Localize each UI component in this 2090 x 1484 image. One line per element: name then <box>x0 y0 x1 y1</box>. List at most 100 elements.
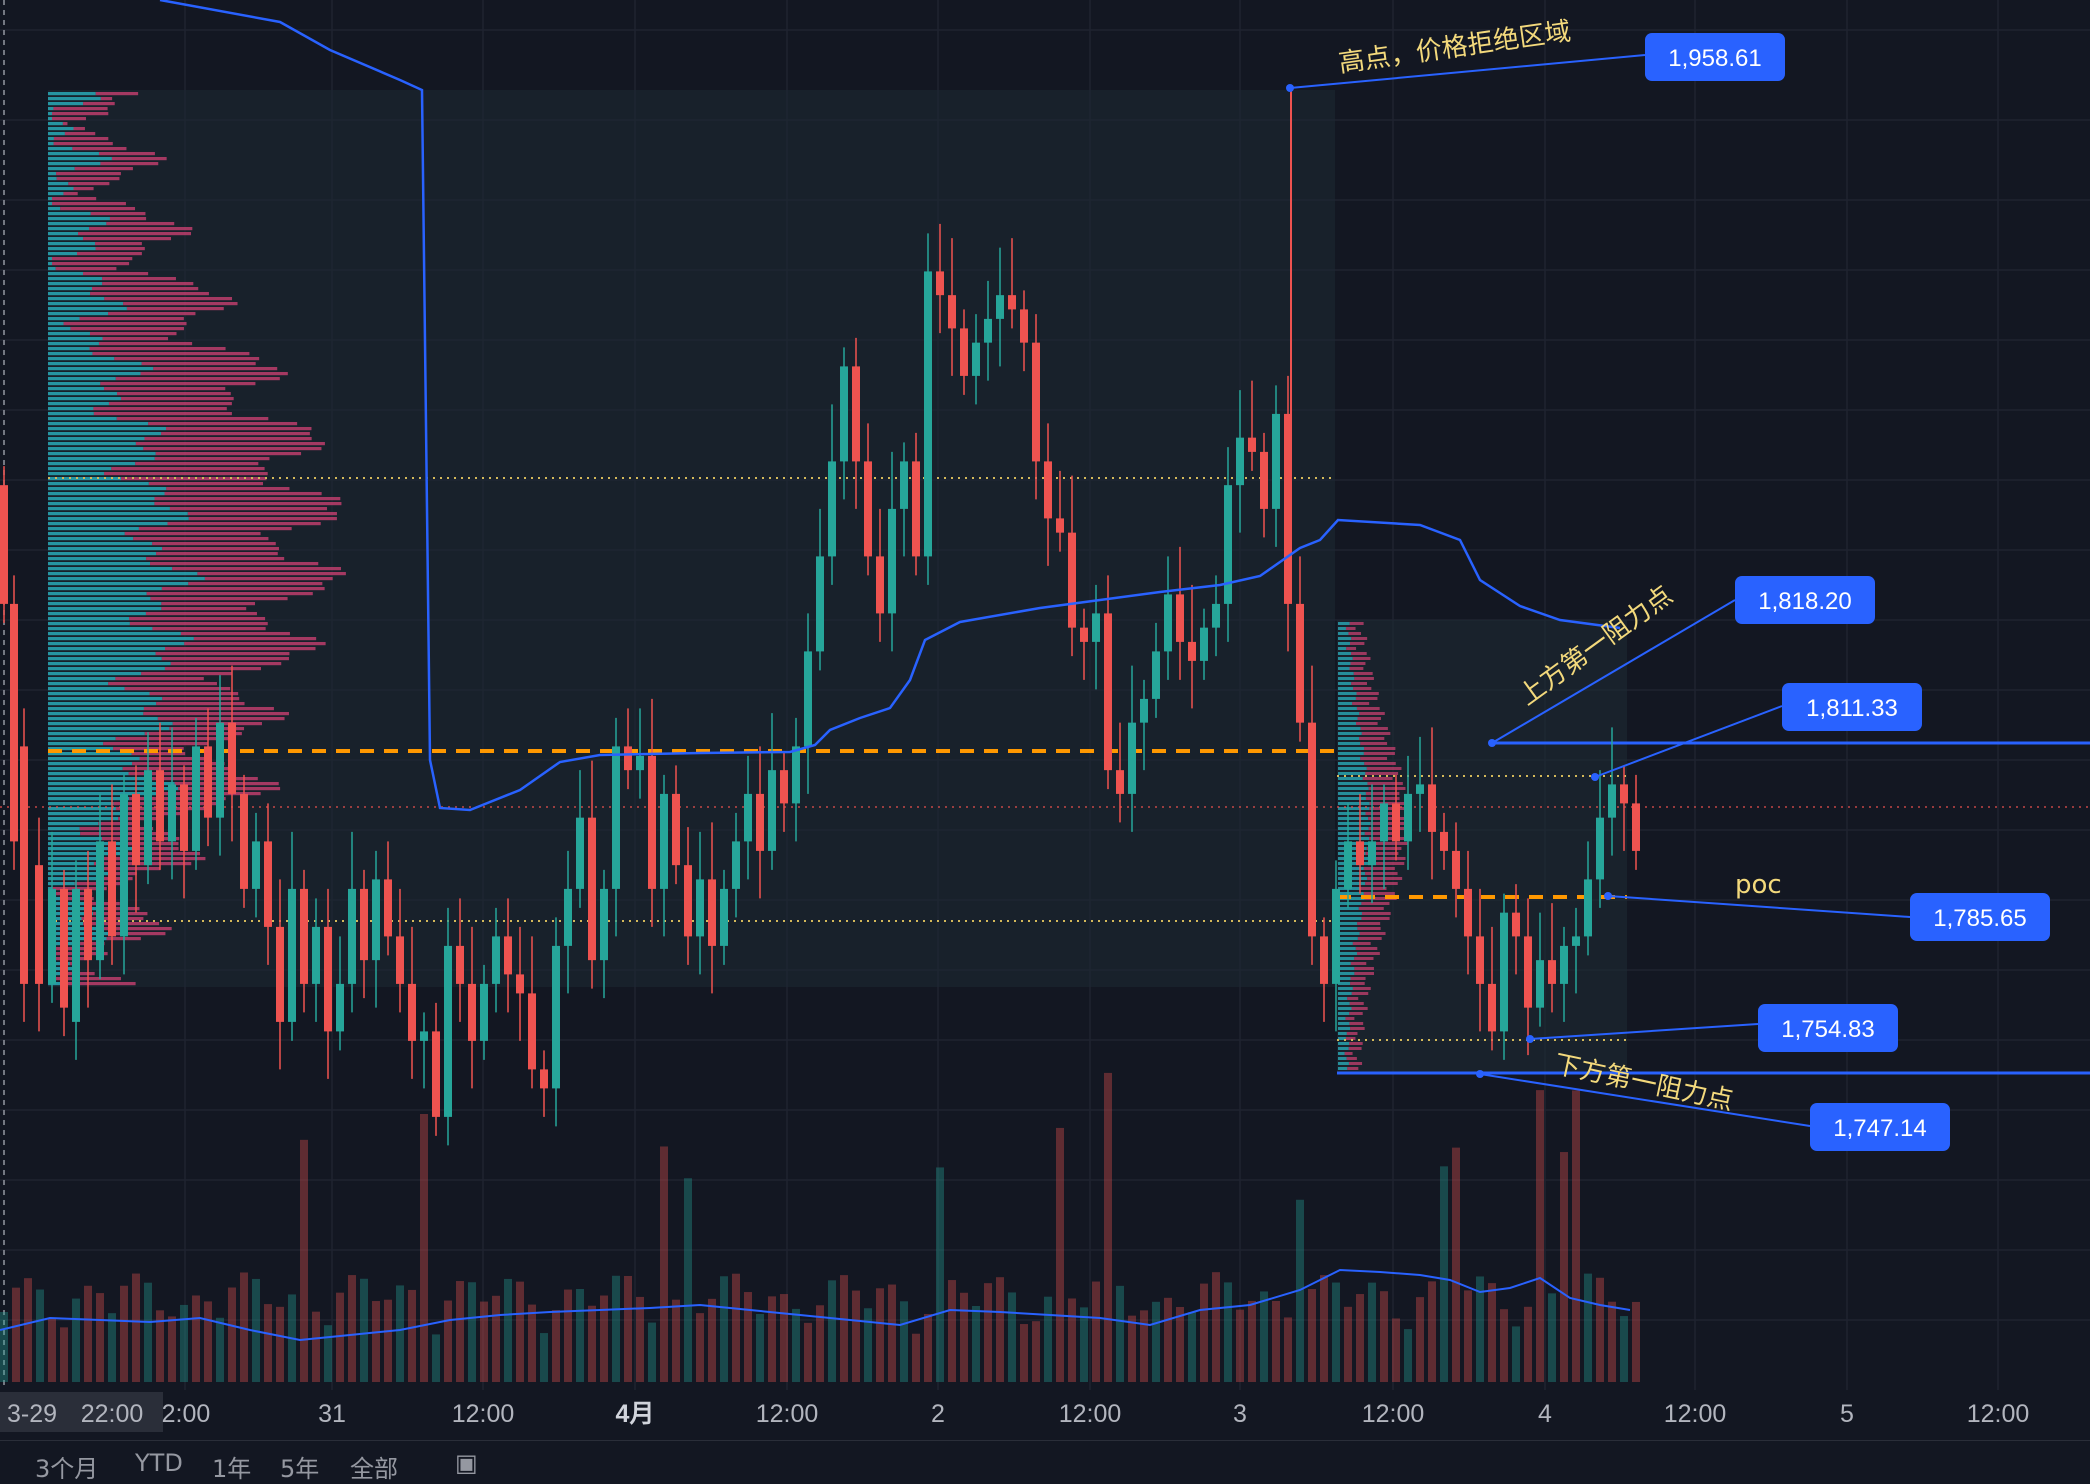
volume-bar <box>84 1285 92 1382</box>
candle <box>1536 912 1544 1027</box>
vp-bar <box>108 312 196 316</box>
vp-bar <box>153 367 278 371</box>
candle <box>1284 375 1292 652</box>
vp-bar <box>1338 777 1363 780</box>
candle <box>1332 860 1340 1032</box>
candle <box>336 936 344 1051</box>
time-tick-label: 22:00 <box>81 1400 144 1428</box>
vp-bar <box>1338 622 1350 625</box>
candle <box>768 713 776 870</box>
vp-bar <box>1338 857 1369 860</box>
vp-bar <box>48 542 153 546</box>
vp-bar <box>48 312 109 316</box>
vp-bar <box>48 757 140 761</box>
vp-bar <box>1365 792 1400 795</box>
vp-bar <box>102 337 169 341</box>
vp-bar <box>161 602 256 606</box>
candle <box>1416 736 1424 832</box>
vp-bar <box>48 722 173 726</box>
vp-bar <box>48 482 149 486</box>
vp-bar <box>53 142 113 146</box>
vp-bar <box>48 367 154 371</box>
vp-bar <box>48 692 150 696</box>
volume-bar <box>204 1301 212 1382</box>
candle <box>1308 665 1316 965</box>
candle <box>324 888 332 1079</box>
vp-bar <box>108 402 232 406</box>
vp-bar <box>113 802 219 806</box>
vp-bar <box>1355 947 1378 950</box>
range-all-button[interactable]: 全部 <box>350 1455 398 1483</box>
price-label: 1,818.20 <box>1735 576 1875 624</box>
vp-bar <box>48 772 129 776</box>
vp-bar <box>48 677 116 681</box>
vp-bar <box>53 107 108 111</box>
vp-bar <box>1338 742 1361 745</box>
candle <box>288 831 296 1041</box>
candle <box>864 423 872 576</box>
volume-bar <box>1272 1300 1280 1382</box>
vp-bar <box>157 717 285 721</box>
vp-bar <box>48 567 173 571</box>
vp-bar <box>1360 757 1388 760</box>
vp-bar <box>1338 672 1354 675</box>
range-1y-button[interactable]: 1年 <box>212 1455 252 1483</box>
candle <box>252 812 260 918</box>
vp-bar <box>1338 847 1367 850</box>
vp-bar <box>100 382 256 386</box>
calendar-icon[interactable]: ▣ <box>455 1449 478 1477</box>
range-5y-button[interactable]: 5年 <box>280 1455 320 1483</box>
vp-bar <box>48 282 103 286</box>
vp-bar <box>89 332 177 336</box>
volume-bar <box>1236 1309 1244 1382</box>
vp-bar <box>150 597 288 601</box>
vp-bar <box>150 562 319 566</box>
vp-bar <box>1338 1057 1347 1060</box>
time-tick-label: 3 <box>1233 1400 1247 1428</box>
volume-bar <box>696 1313 704 1382</box>
vp-bar <box>146 592 313 596</box>
vp-bar <box>1348 1047 1362 1050</box>
vp-bar <box>164 492 322 496</box>
volume-bar <box>72 1298 80 1382</box>
vp-bar <box>1338 907 1359 910</box>
vp-bar <box>52 257 133 261</box>
vp-bar <box>98 822 136 826</box>
volume-bar <box>24 1278 32 1382</box>
vp-bar <box>1338 717 1358 720</box>
volume-bar <box>408 1289 416 1382</box>
vp-bar <box>48 882 75 886</box>
vp-bar <box>52 262 130 266</box>
volume-bar <box>1140 1310 1148 1382</box>
vp-bar <box>1356 707 1380 710</box>
candle <box>156 722 164 870</box>
range-ytd-button[interactable]: YTD <box>135 1449 183 1477</box>
vp-bar <box>48 512 188 516</box>
candle <box>1452 822 1460 918</box>
price-chart[interactable]: 1,958.61 1,818.20 1,811.33 1,785.65 1,754.83… <box>0 0 2090 1440</box>
vp-bar <box>1338 922 1358 925</box>
range-3m-button[interactable]: 3个月 <box>35 1455 99 1483</box>
vp-bar <box>1351 1007 1368 1010</box>
volume-bar <box>684 1178 692 1382</box>
vp-bar <box>48 402 109 406</box>
volume-bar <box>540 1333 548 1382</box>
vp-bar <box>1361 917 1390 920</box>
volume-bar <box>1356 1294 1364 1382</box>
vp-bar <box>1357 922 1381 925</box>
vp-bar <box>48 747 114 751</box>
volume-bar <box>708 1298 716 1382</box>
vp-bar <box>48 832 81 836</box>
vp-bar <box>1364 747 1396 750</box>
candle <box>1584 841 1592 956</box>
candle <box>852 337 860 509</box>
vp-bar <box>140 372 288 376</box>
candle <box>924 233 932 585</box>
vp-bar <box>1358 907 1384 910</box>
candle <box>192 717 200 870</box>
volume-bar <box>456 1281 464 1382</box>
vp-bar <box>48 802 114 806</box>
time-tick-label: 4 <box>1538 1400 1552 1428</box>
vp-bar <box>1365 797 1400 800</box>
vp-bar <box>48 727 170 731</box>
